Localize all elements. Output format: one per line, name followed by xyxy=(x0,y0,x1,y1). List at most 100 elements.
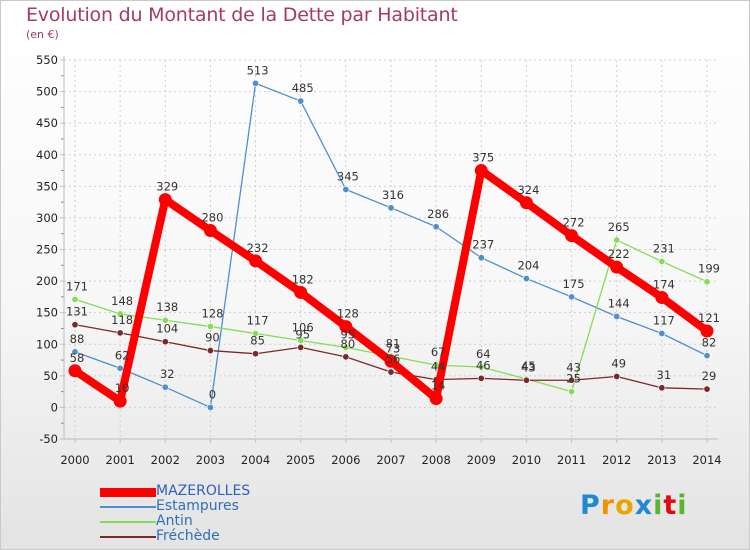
data-point-antin xyxy=(206,323,214,331)
data-point-antin xyxy=(252,330,260,338)
data-label-frechede: 90 xyxy=(205,331,220,345)
legend-swatch xyxy=(100,506,156,508)
x-tick-label: 2003 xyxy=(196,453,225,467)
data-point-estampures xyxy=(252,79,260,87)
data-label-estampures: 316 xyxy=(382,188,404,202)
data-point-frechede xyxy=(342,353,350,361)
y-tick-label: 350 xyxy=(36,179,58,193)
data-point-frechede xyxy=(206,347,214,355)
data-label-antin: 106 xyxy=(292,320,314,334)
data-label-antin: 148 xyxy=(111,294,133,308)
data-label-frechede: 85 xyxy=(250,334,265,348)
y-tick-label: -50 xyxy=(39,432,58,446)
logo-letter: x xyxy=(634,490,654,521)
data-point-frechede xyxy=(522,376,530,384)
data-point-frechede xyxy=(477,374,485,382)
data-label-estampures: 144 xyxy=(608,296,630,310)
data-point-mazerolles xyxy=(158,193,172,207)
data-label-mazerolles: 324 xyxy=(517,183,539,197)
data-label-estampures: 485 xyxy=(292,81,314,95)
data-point-estampures xyxy=(658,330,666,338)
data-label-frechede: 29 xyxy=(702,369,717,383)
data-label-antin: 171 xyxy=(66,279,88,293)
data-point-estampures xyxy=(568,293,576,301)
data-point-mazerolles xyxy=(113,394,127,408)
data-label-estampures: 32 xyxy=(160,367,175,381)
data-label-estampures: 82 xyxy=(702,336,717,350)
data-label-mazerolles: 174 xyxy=(653,278,675,292)
data-label-antin: 95 xyxy=(341,327,356,341)
data-point-estampures xyxy=(522,275,530,283)
x-tick-label: 2001 xyxy=(106,453,135,467)
x-tick-label: 2012 xyxy=(602,453,631,467)
data-labels: 58 10 329 280 232 182 128 73 14 375 324 272 222 174 12… xyxy=(66,63,720,401)
data-label-estampures: 175 xyxy=(563,277,585,291)
y-tick-label: 0 xyxy=(51,400,58,414)
data-point-estampures xyxy=(342,185,350,193)
data-label-antin: 199 xyxy=(698,262,720,276)
logo-letter: i xyxy=(677,490,688,521)
data-label-mazerolles: 10 xyxy=(115,381,130,395)
y-tick-label: 550 xyxy=(36,53,58,67)
data-point-estampures xyxy=(387,204,395,212)
y-tick-label: 400 xyxy=(36,148,58,162)
data-label-frechede: 46 xyxy=(476,358,491,372)
data-point-estampures xyxy=(161,383,169,391)
data-label-mazerolles: 73 xyxy=(386,341,401,355)
data-point-frechede xyxy=(297,343,305,351)
data-point-antin xyxy=(568,388,576,396)
data-point-mazerolles xyxy=(203,224,217,238)
data-point-estampures xyxy=(613,312,621,320)
data-point-estampures xyxy=(116,364,124,372)
y-tick-label: 300 xyxy=(36,211,58,225)
data-label-mazerolles: 329 xyxy=(156,180,178,194)
data-label-estampures: 204 xyxy=(517,259,539,273)
data-point-mazerolles xyxy=(519,196,533,210)
data-label-estampures: 237 xyxy=(472,238,494,252)
data-point-mazerolles xyxy=(68,364,82,378)
y-tick-label: 200 xyxy=(36,274,58,288)
chart-title: Evolution du Montant de la Dette par Hab… xyxy=(26,4,458,26)
data-point-antin xyxy=(116,310,124,318)
data-point-mazerolles xyxy=(429,392,443,406)
data-label-mazerolles: 375 xyxy=(472,151,494,165)
data-point-mazerolles xyxy=(339,320,353,334)
logo-letter: t xyxy=(663,490,678,521)
chart-subtitle: (en €) xyxy=(26,28,59,41)
data-label-frechede: 49 xyxy=(611,356,626,370)
data-point-frechede xyxy=(387,368,395,376)
data-point-frechede xyxy=(161,338,169,346)
series-layer xyxy=(68,79,714,411)
data-label-estampures: 0 xyxy=(209,387,216,401)
data-point-estampures xyxy=(71,348,79,356)
data-point-frechede xyxy=(71,321,79,329)
data-point-mazerolles xyxy=(700,324,714,338)
data-label-frechede: 95 xyxy=(295,327,310,341)
data-point-estampures xyxy=(206,403,214,411)
y-tick-label: 250 xyxy=(36,243,58,257)
data-point-estampures xyxy=(297,97,305,105)
y-tick-label: 50 xyxy=(43,369,58,383)
data-label-antin: 64 xyxy=(476,347,491,361)
logo-letter: o xyxy=(615,490,635,521)
data-label-mazerolles: 128 xyxy=(337,307,359,321)
legend-label: Fréchède xyxy=(156,528,220,544)
data-point-mazerolles xyxy=(249,254,263,268)
data-point-mazerolles xyxy=(294,285,308,299)
x-tick-label: 2014 xyxy=(692,453,721,467)
data-label-mazerolles: 232 xyxy=(247,241,269,255)
data-point-estampures xyxy=(703,352,711,360)
data-label-estampures: 286 xyxy=(427,207,449,221)
data-point-mazerolles xyxy=(474,164,488,178)
data-label-frechede: 118 xyxy=(111,313,133,327)
data-label-frechede: 80 xyxy=(341,337,356,351)
data-label-estampures: 345 xyxy=(337,169,359,183)
legend-swatch xyxy=(100,536,156,538)
data-label-frechede: 43 xyxy=(521,360,536,374)
data-point-antin xyxy=(297,336,305,344)
data-label-estampures: 117 xyxy=(653,314,675,328)
data-label-mazerolles: 222 xyxy=(608,247,630,261)
legend-label: MAZEROLLES xyxy=(156,483,251,499)
data-point-estampures xyxy=(432,223,440,231)
data-label-mazerolles: 58 xyxy=(70,351,85,365)
